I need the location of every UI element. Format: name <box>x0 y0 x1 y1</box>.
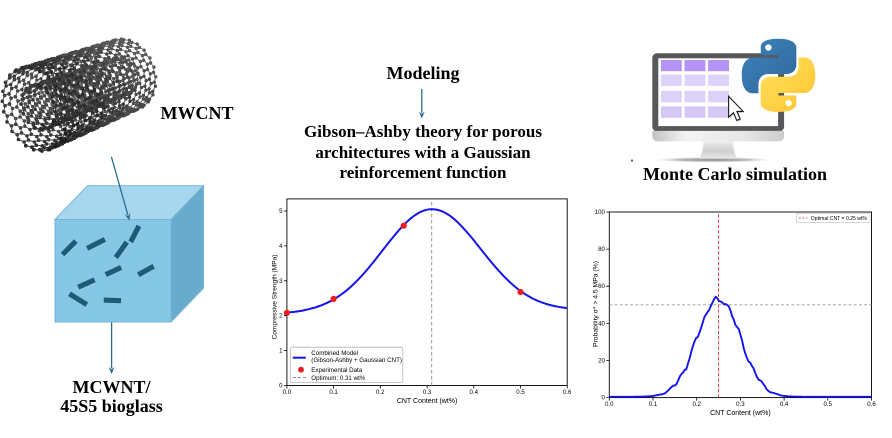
svg-text:60: 60 <box>598 283 605 290</box>
svg-text:4: 4 <box>279 243 283 250</box>
svg-text:0.0: 0.0 <box>283 389 292 396</box>
svg-text:0.6: 0.6 <box>867 401 876 408</box>
svg-text:Compressive Strength (MPa): Compressive Strength (MPa) <box>272 254 279 339</box>
svg-text:0.1: 0.1 <box>649 401 658 408</box>
svg-text:0: 0 <box>279 383 283 390</box>
svg-text:80: 80 <box>598 246 605 253</box>
svg-text:0.3: 0.3 <box>423 389 432 396</box>
svg-text:20: 20 <box>598 358 605 365</box>
svg-text:0.5: 0.5 <box>824 401 833 408</box>
svg-text:CNT Content (wt%): CNT Content (wt%) <box>710 410 771 417</box>
svg-text:Combined Model: Combined Model <box>311 350 358 357</box>
svg-text:CNT Content (wt%): CNT Content (wt%) <box>397 398 458 405</box>
svg-text:0.3: 0.3 <box>736 401 745 408</box>
svg-text:0.4: 0.4 <box>780 401 789 408</box>
svg-text:1: 1 <box>279 348 283 355</box>
svg-text:5: 5 <box>279 208 283 215</box>
svg-text:0.0: 0.0 <box>605 401 614 408</box>
svg-text:100: 100 <box>595 209 606 216</box>
svg-text:Optimal CNT = 0.25 wt%: Optimal CNT = 0.25 wt% <box>811 216 868 222</box>
svg-text:(Gibson-Ashby + Gaussian CNT): (Gibson-Ashby + Gaussian CNT) <box>311 357 402 364</box>
svg-text:0.5: 0.5 <box>516 389 525 396</box>
svg-text:0.2: 0.2 <box>376 389 385 396</box>
svg-text:Experimental Data: Experimental Data <box>311 367 362 374</box>
svg-text:Optimum: 0.31 wt%: Optimum: 0.31 wt% <box>311 375 365 382</box>
svg-text:3: 3 <box>279 278 283 285</box>
svg-text:40: 40 <box>598 320 605 327</box>
svg-text:2: 2 <box>279 313 283 320</box>
svg-text:0.1: 0.1 <box>329 389 338 396</box>
svg-text:0.6: 0.6 <box>563 389 572 396</box>
svg-text:Probability σ* > 4.5 MPa (%): Probability σ* > 4.5 MPa (%) <box>592 261 599 347</box>
svg-text:0.2: 0.2 <box>692 401 701 408</box>
svg-text:0: 0 <box>602 395 606 402</box>
svg-text:0.4: 0.4 <box>470 389 479 396</box>
